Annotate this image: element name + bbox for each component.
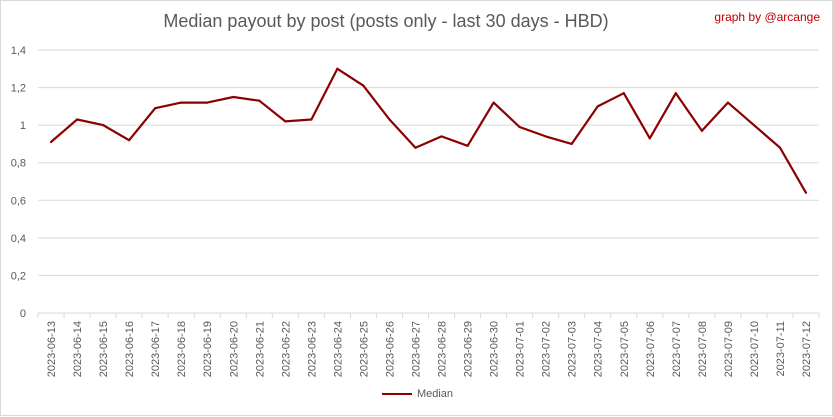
x-tick-label: 2023-06-29 bbox=[463, 321, 475, 377]
x-tick-label: 2023-06-27 bbox=[410, 321, 422, 377]
series-line-median bbox=[50, 67, 807, 194]
data-point bbox=[622, 92, 625, 95]
x-tick-label: 2023-07-05 bbox=[619, 321, 631, 377]
chart-credit: graph by @arcange bbox=[714, 10, 820, 24]
data-point bbox=[154, 107, 157, 110]
x-tick-label: 2023-07-10 bbox=[749, 321, 761, 377]
data-point bbox=[206, 101, 209, 104]
x-tick-label: 2023-06-20 bbox=[228, 321, 240, 377]
x-tick-label: 2023-07-08 bbox=[697, 321, 709, 377]
data-point bbox=[388, 118, 391, 121]
x-tick-label: 2023-07-03 bbox=[567, 321, 579, 377]
x-tick-label: 2023-06-13 bbox=[46, 321, 58, 377]
y-tick-label: 0,4 bbox=[11, 233, 26, 245]
y-tick-label: 1 bbox=[20, 120, 26, 132]
data-point bbox=[440, 135, 443, 138]
data-point bbox=[596, 105, 599, 108]
data-point bbox=[544, 135, 547, 138]
x-tick-label: 2023-07-04 bbox=[593, 321, 605, 377]
data-point bbox=[284, 120, 287, 123]
data-point bbox=[778, 146, 782, 149]
x-tick-label: 2023-06-14 bbox=[72, 321, 84, 377]
data-point bbox=[674, 92, 677, 95]
x-tick-label: 2023-06-19 bbox=[202, 321, 214, 377]
data-point bbox=[414, 146, 417, 149]
x-tick-label: 2023-06-24 bbox=[332, 321, 344, 377]
x-tick-label: 2023-07-11 bbox=[775, 321, 787, 376]
data-point bbox=[700, 129, 703, 132]
x-tick-label: 2023-06-15 bbox=[98, 321, 110, 377]
data-point bbox=[466, 144, 469, 147]
data-point bbox=[49, 140, 53, 144]
x-tick-label: 2023-06-25 bbox=[358, 321, 370, 377]
x-tick-label: 2023-06-30 bbox=[489, 321, 501, 377]
y-tick-label: 0,2 bbox=[11, 270, 26, 282]
x-tick-label: 2023-07-01 bbox=[515, 321, 527, 377]
x-tick-label: 2023-06-16 bbox=[124, 321, 136, 377]
x-tick-label: 2023-06-23 bbox=[306, 321, 318, 377]
data-point bbox=[232, 95, 235, 99]
x-tick-label: 2023-06-18 bbox=[176, 321, 188, 377]
legend-label: Median bbox=[416, 388, 454, 400]
y-tick-label: 1,4 bbox=[11, 45, 26, 57]
x-tick-label: 2023-06-22 bbox=[280, 321, 292, 377]
data-point bbox=[752, 124, 756, 127]
data-point bbox=[180, 101, 183, 104]
chart-title: Median payout by post (posts only - last… bbox=[163, 11, 609, 31]
x-tick-label: 2023-06-26 bbox=[384, 321, 396, 377]
x-tick-label: 2023-06-28 bbox=[437, 321, 449, 377]
x-tick-label: 2023-07-09 bbox=[723, 321, 735, 377]
data-point bbox=[492, 101, 495, 104]
y-tick-label: 1,2 bbox=[11, 83, 26, 95]
data-point bbox=[101, 124, 105, 127]
data-point bbox=[362, 84, 365, 87]
data-point bbox=[336, 67, 339, 70]
legend: Median bbox=[1, 388, 833, 400]
y-tick-label: 0,6 bbox=[11, 195, 26, 207]
data-point bbox=[310, 118, 313, 121]
data-point bbox=[570, 142, 573, 146]
data-point bbox=[128, 139, 131, 142]
y-tick-label: 0 bbox=[20, 308, 26, 320]
legend-swatch bbox=[381, 393, 412, 395]
x-tick-label: 2023-06-21 bbox=[254, 321, 266, 377]
data-point bbox=[518, 125, 521, 129]
data-point bbox=[75, 118, 79, 121]
data-point bbox=[804, 191, 808, 194]
x-tick-label: 2023-07-07 bbox=[671, 321, 683, 377]
x-tick-label: 2023-07-02 bbox=[541, 321, 553, 377]
data-point bbox=[648, 137, 651, 140]
data-point bbox=[258, 99, 261, 102]
data-point bbox=[726, 101, 729, 104]
y-tick-label: 0,8 bbox=[11, 158, 26, 170]
x-tick-label: 2023-07-12 bbox=[801, 321, 813, 377]
x-tick-label: 2023-07-06 bbox=[645, 321, 657, 377]
x-tick-label: 2023-06-17 bbox=[150, 321, 162, 377]
